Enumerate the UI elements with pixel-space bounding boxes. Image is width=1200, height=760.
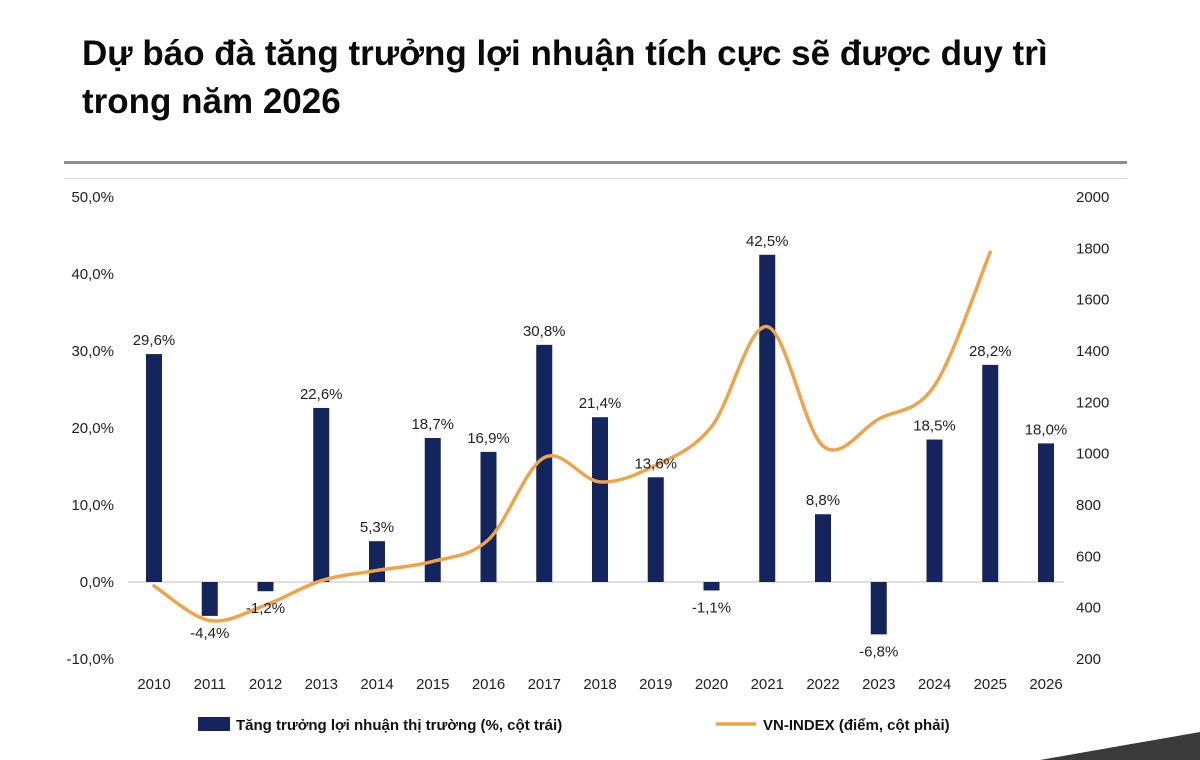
- bar-2015: [424, 438, 441, 582]
- vn-index-line: [152, 250, 992, 623]
- right-axis-tick-label: 1200: [1076, 394, 1109, 411]
- right-axis-tick-label: 600: [1076, 548, 1101, 565]
- bar-value-label: 42,5%: [746, 233, 789, 250]
- x-axis-tick-label: 2022: [806, 676, 839, 693]
- bar-value-label: 30,8%: [523, 323, 566, 340]
- left-axis-tick-label: 40,0%: [71, 266, 114, 283]
- bar-2011: [201, 582, 218, 616]
- bar-value-label: 29,6%: [133, 332, 176, 349]
- bar-value-label: 18,7%: [411, 416, 454, 433]
- left-axis-tick-label: 10,0%: [71, 497, 114, 514]
- bar-value-label: -1,1%: [692, 599, 731, 616]
- bar-data-labels: 29,6% -4,4% -1,2% 22,6% 5,3% 18,7% 16,9% 30,8% 2…: [133, 233, 1068, 661]
- bar-2020: [703, 582, 720, 591]
- x-axis-tick-label: 2016: [472, 676, 505, 693]
- x-axis-tick-label: 2020: [695, 676, 728, 693]
- x-axis: 2010 2011 2012 2013 2014 2015 2016 2017 2018 2019…: [137, 676, 1062, 693]
- bar-value-label: 22,6%: [300, 386, 343, 403]
- bar-2021: [759, 254, 776, 582]
- right-axis-tick-label: 1000: [1076, 446, 1109, 463]
- right-y-axis: 200 400 600 800 1000 1200 1400 1600 1800 2000: [1076, 189, 1109, 668]
- x-axis-tick-label: 2017: [528, 676, 561, 693]
- bar-value-label: -6,8%: [859, 643, 898, 660]
- bar-value-label: 8,8%: [806, 492, 840, 509]
- right-axis-tick-label: 1600: [1076, 292, 1109, 309]
- legend-bar-label: Tăng trưởng lợi nhuận thị trường (%, cột…: [236, 717, 562, 734]
- x-axis-tick-label: 2021: [751, 676, 784, 693]
- page-title: Dự báo đà tăng trưởng lợi nhuận tích cực…: [82, 34, 1048, 121]
- right-axis-tick-label: 2000: [1076, 189, 1109, 206]
- x-axis-tick-label: 2010: [137, 676, 170, 693]
- x-axis-tick-label: 2018: [583, 676, 616, 693]
- bar-value-label: -1,2%: [246, 600, 285, 617]
- legend-bar-swatch: [198, 717, 230, 731]
- bar-value-label: 18,5%: [913, 418, 956, 435]
- bar-value-label: -4,4%: [190, 625, 229, 642]
- bar-2017: [536, 344, 553, 582]
- corner-decoration: [1040, 732, 1200, 760]
- right-axis-tick-label: 200: [1076, 651, 1101, 668]
- left-axis-tick-label: 50,0%: [71, 189, 114, 206]
- x-axis-tick-label: 2025: [974, 676, 1007, 693]
- left-axis-tick-label: 0,0%: [80, 574, 114, 591]
- bar-2010: [146, 354, 162, 582]
- bar-2014: [369, 541, 385, 582]
- right-axis-tick-label: 1800: [1076, 240, 1109, 257]
- title-divider: [64, 161, 1127, 164]
- bar-value-label: 16,9%: [467, 430, 510, 447]
- legend-line-label: VN-INDEX (điểm, cột phải): [763, 717, 950, 734]
- bar-2026: [1038, 443, 1054, 582]
- bar-2022: [815, 514, 831, 582]
- left-axis-tick-label: -10,0%: [66, 651, 114, 668]
- bar-value-label: 5,3%: [360, 519, 394, 536]
- bar-2023: [870, 582, 887, 635]
- bar-series: [146, 254, 1054, 635]
- x-axis-tick-label: 2015: [416, 676, 449, 693]
- left-y-axis: -10,0% 0,0% 10,0% 20,0% 30,0% 40,0% 50,0%: [66, 189, 114, 668]
- bar-value-label: 13,6%: [634, 455, 677, 472]
- x-axis-tick-label: 2011: [194, 676, 226, 693]
- bar-2018: [592, 417, 608, 582]
- x-axis-tick-label: 2012: [249, 676, 282, 693]
- right-axis-tick-label: 400: [1076, 600, 1101, 617]
- chart-frame-border: [64, 178, 1127, 179]
- x-axis-tick-label: 2013: [305, 676, 338, 693]
- right-axis-tick-label: 1400: [1076, 343, 1109, 360]
- bar-2024: [926, 439, 943, 582]
- bar-2012: [257, 582, 274, 592]
- x-axis-tick-label: 2019: [639, 676, 672, 693]
- x-axis-tick-label: 2023: [862, 676, 895, 693]
- right-axis-tick-label: 800: [1076, 497, 1101, 514]
- bar-value-label: 21,4%: [579, 395, 622, 412]
- bar-2016: [480, 451, 497, 582]
- bar-2019: [647, 477, 664, 582]
- bar-2013: [313, 407, 330, 582]
- left-axis-tick-label: 30,0%: [71, 343, 114, 360]
- bar-2025: [982, 364, 999, 582]
- x-axis-tick-label: 2014: [360, 676, 393, 693]
- x-axis-tick-label: 2024: [918, 676, 951, 693]
- bar-value-label: 18,0%: [1025, 421, 1068, 438]
- left-axis-tick-label: 20,0%: [71, 420, 114, 437]
- x-axis-tick-label: 2026: [1029, 676, 1062, 693]
- bar-value-label: 28,2%: [969, 343, 1012, 360]
- chart-legend: Tăng trưởng lợi nhuận thị trường (%, cột…: [198, 717, 950, 734]
